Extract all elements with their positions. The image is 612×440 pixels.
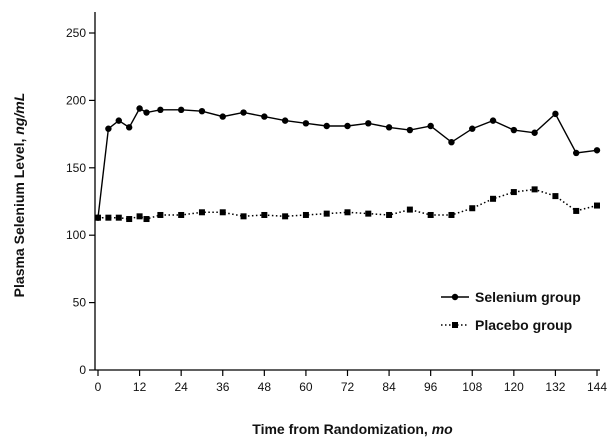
data-point	[573, 149, 580, 157]
data-point	[531, 186, 538, 193]
series-placebo	[95, 186, 600, 223]
data-point	[510, 189, 517, 196]
data-point	[448, 211, 455, 218]
x-axis-label: Time from Randomization, mo	[252, 421, 453, 437]
data-point	[427, 122, 434, 130]
y-axis-label: Plasma Selenium Level, ng/mL	[11, 93, 27, 298]
data-point	[448, 138, 455, 146]
y-tick-label: 250	[66, 26, 86, 40]
data-point	[531, 129, 538, 136]
data-point	[219, 113, 226, 120]
data-point	[136, 105, 143, 112]
x-tick-label: 0	[95, 380, 102, 394]
x-axis-label-main: Time from Randomization,	[252, 421, 431, 437]
data-point	[240, 109, 247, 116]
data-point	[344, 122, 351, 130]
data-point	[593, 147, 601, 154]
data-point	[323, 122, 330, 130]
data-point	[552, 110, 559, 118]
legend: Selenium group Placebo group	[441, 289, 581, 333]
data-point	[115, 214, 122, 221]
series-selenium	[94, 105, 601, 221]
data-point	[385, 124, 393, 131]
data-point	[157, 106, 164, 114]
data-point	[365, 210, 372, 217]
data-point	[365, 120, 372, 127]
data-point	[406, 126, 414, 134]
data-point	[302, 120, 310, 127]
data-point	[240, 213, 247, 220]
x-tick-label: 144	[587, 380, 607, 394]
data-point	[282, 213, 289, 220]
data-point	[469, 205, 476, 212]
y-tick-label: 0	[79, 363, 86, 377]
data-point	[136, 213, 143, 220]
x-axis-label-unit: mo	[432, 421, 453, 437]
x-tick-label: 120	[504, 380, 524, 394]
data-point	[552, 193, 559, 200]
data-point	[469, 125, 476, 132]
data-point	[427, 211, 434, 218]
data-point	[115, 117, 122, 124]
legend-marker	[452, 322, 458, 328]
x-tick-label: 108	[462, 380, 482, 394]
data-point	[105, 125, 112, 132]
data-point	[261, 113, 268, 120]
y-axis-label-unit: ng/mL	[11, 93, 27, 135]
data-point	[344, 209, 351, 216]
data-point	[95, 214, 101, 221]
data-point	[573, 207, 580, 214]
data-point	[143, 109, 150, 116]
data-point	[594, 202, 600, 209]
data-point	[198, 209, 205, 216]
data-point	[386, 211, 393, 218]
data-point	[323, 210, 330, 217]
data-point	[281, 117, 289, 124]
x-tick-label: 12	[133, 380, 147, 394]
y-tick-label: 100	[66, 228, 86, 242]
x-tick-label: 60	[299, 380, 313, 394]
x-tick-label: 24	[174, 380, 188, 394]
legend-item: Placebo group	[441, 317, 572, 333]
data-point	[510, 126, 518, 134]
legend-marker	[451, 293, 459, 301]
data-point	[490, 195, 497, 202]
data-point	[198, 107, 206, 115]
x-tick-label: 132	[545, 380, 565, 394]
data-point	[261, 211, 268, 218]
series-lines	[94, 105, 601, 223]
x-tick-label: 84	[382, 380, 396, 394]
x-tick-label: 96	[424, 380, 438, 394]
data-point	[143, 216, 150, 223]
data-point	[302, 211, 309, 218]
legend-label: Selenium group	[475, 289, 581, 305]
y-tick-label: 50	[73, 296, 87, 310]
x-tick-label: 48	[258, 380, 272, 394]
x-tick-label: 72	[341, 380, 355, 394]
legend-item: Selenium group	[441, 289, 581, 305]
data-point	[125, 124, 133, 131]
data-point	[105, 214, 112, 221]
data-point	[178, 211, 185, 218]
series-line	[97, 107, 598, 218]
data-point	[157, 211, 164, 218]
y-axis-label-main: Plasma Selenium Level,	[11, 135, 27, 298]
series-line	[98, 188, 598, 220]
x-tick-label: 36	[216, 380, 230, 394]
data-point	[489, 117, 497, 124]
data-point	[126, 216, 133, 223]
data-point	[219, 209, 226, 216]
y-tick-label: 150	[66, 161, 86, 175]
data-point	[406, 206, 413, 213]
axes: 0 50 100 150 200 250 0 12 24 36 48 60 72 84 96 108 120 13…	[66, 12, 607, 394]
y-tick-label: 200	[66, 93, 86, 107]
data-point	[177, 106, 185, 114]
legend-label: Placebo group	[475, 317, 572, 333]
